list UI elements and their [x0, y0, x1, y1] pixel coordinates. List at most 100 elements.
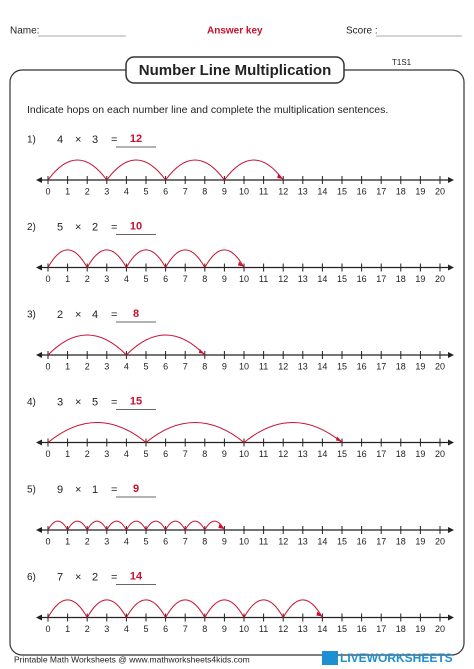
arrow-left — [36, 614, 42, 621]
tick-label: 7 — [183, 449, 188, 459]
tick-label: 3 — [104, 186, 109, 196]
tick-label: 12 — [278, 536, 288, 546]
hop — [125, 520, 147, 531]
hop — [125, 249, 167, 268]
tick-label: 4 — [124, 536, 129, 546]
hop — [86, 249, 127, 268]
tick-label: 9 — [222, 624, 227, 634]
tick-label: 15 — [337, 624, 347, 634]
tick-label: 8 — [202, 624, 207, 634]
tick-label: 15 — [337, 449, 347, 459]
tick-label: 5 — [143, 536, 148, 546]
tick-label: 17 — [376, 186, 386, 196]
tick-label: 0 — [45, 449, 50, 459]
hop — [126, 334, 206, 356]
hop — [282, 599, 323, 618]
tick-label: 16 — [357, 624, 367, 634]
hop — [47, 249, 88, 268]
tick-label: 14 — [317, 449, 327, 459]
tick-label: 1 — [65, 361, 70, 371]
logo-icon — [322, 651, 338, 665]
factor-a: 2 — [57, 309, 63, 321]
tick-label: 15 — [337, 536, 347, 546]
equals: = — [111, 134, 117, 146]
arrow-right — [448, 352, 454, 358]
arrow-right — [448, 439, 454, 446]
times: × — [75, 221, 81, 233]
hop — [223, 159, 284, 181]
tick-label: 18 — [396, 274, 406, 284]
times: × — [75, 309, 81, 321]
times: × — [75, 134, 81, 146]
tick-label: 1 — [65, 186, 70, 196]
tick-label: 19 — [415, 624, 425, 634]
tick-label: 17 — [376, 536, 386, 546]
arrow-left — [36, 352, 42, 358]
arrow-right — [448, 527, 454, 533]
tick-label: 6 — [163, 449, 168, 459]
tick-label: 13 — [298, 449, 308, 459]
hop — [165, 249, 206, 268]
arrow-left — [36, 177, 42, 183]
tick-label: 19 — [415, 274, 425, 284]
tick-label: 2 — [85, 274, 90, 284]
equals: = — [111, 309, 117, 321]
tick-label: 16 — [357, 361, 367, 371]
arrow-left — [36, 439, 42, 446]
tick-label: 10 — [239, 186, 249, 196]
tick-label: 20 — [435, 361, 445, 371]
tick-label: 10 — [239, 361, 249, 371]
hop-arrow — [198, 349, 205, 354]
tick-label: 1 — [65, 449, 70, 459]
problem-number: 6) — [27, 572, 36, 583]
factor-b: 2 — [92, 221, 98, 233]
tick-label: 11 — [259, 449, 268, 459]
tick-label: 14 — [317, 274, 327, 284]
tick-label: 3 — [104, 274, 109, 284]
tick-label: 5 — [143, 274, 148, 284]
tick-label: 18 — [396, 449, 406, 459]
tick-label: 19 — [415, 186, 425, 196]
answer: 14 — [130, 570, 143, 582]
answer: 15 — [130, 395, 142, 407]
hop-arrow — [218, 524, 225, 529]
factor-a: 9 — [57, 484, 63, 496]
hop — [106, 159, 167, 181]
tick-label: 12 — [278, 624, 288, 634]
tick-label: 12 — [278, 361, 288, 371]
hop — [204, 599, 245, 618]
hop — [67, 520, 88, 531]
tick-label: 13 — [298, 624, 308, 634]
hop — [47, 599, 88, 618]
factor-a: 7 — [57, 571, 63, 583]
problem-number: 3) — [27, 310, 36, 321]
hop — [145, 520, 167, 531]
name-label: Name: — [10, 26, 39, 37]
hop — [145, 422, 245, 443]
tick-label: 6 — [163, 536, 168, 546]
tick-label: 0 — [45, 274, 50, 284]
hop-arrow — [316, 611, 323, 617]
tick-label: 0 — [45, 361, 50, 371]
hop — [204, 520, 225, 531]
hop — [47, 520, 69, 531]
tick-label: 2 — [85, 186, 90, 196]
tick-label: 14 — [317, 624, 327, 634]
tick-label: 17 — [376, 274, 386, 284]
answer: 9 — [133, 483, 139, 495]
tick-label: 4 — [124, 361, 129, 371]
hop — [165, 599, 206, 618]
answer-key: Answer key — [207, 26, 263, 37]
tick-label: 6 — [163, 624, 168, 634]
equals: = — [111, 484, 117, 496]
tick-label: 14 — [317, 536, 327, 546]
tick-label: 20 — [435, 536, 445, 546]
tick-label: 20 — [435, 624, 445, 634]
tick-label: 2 — [85, 361, 90, 371]
tick-label: 9 — [222, 361, 227, 371]
times: × — [75, 484, 81, 496]
tick-label: 18 — [396, 361, 406, 371]
tick-label: 6 — [163, 274, 168, 284]
tick-label: 11 — [259, 274, 268, 284]
hop — [125, 599, 167, 618]
